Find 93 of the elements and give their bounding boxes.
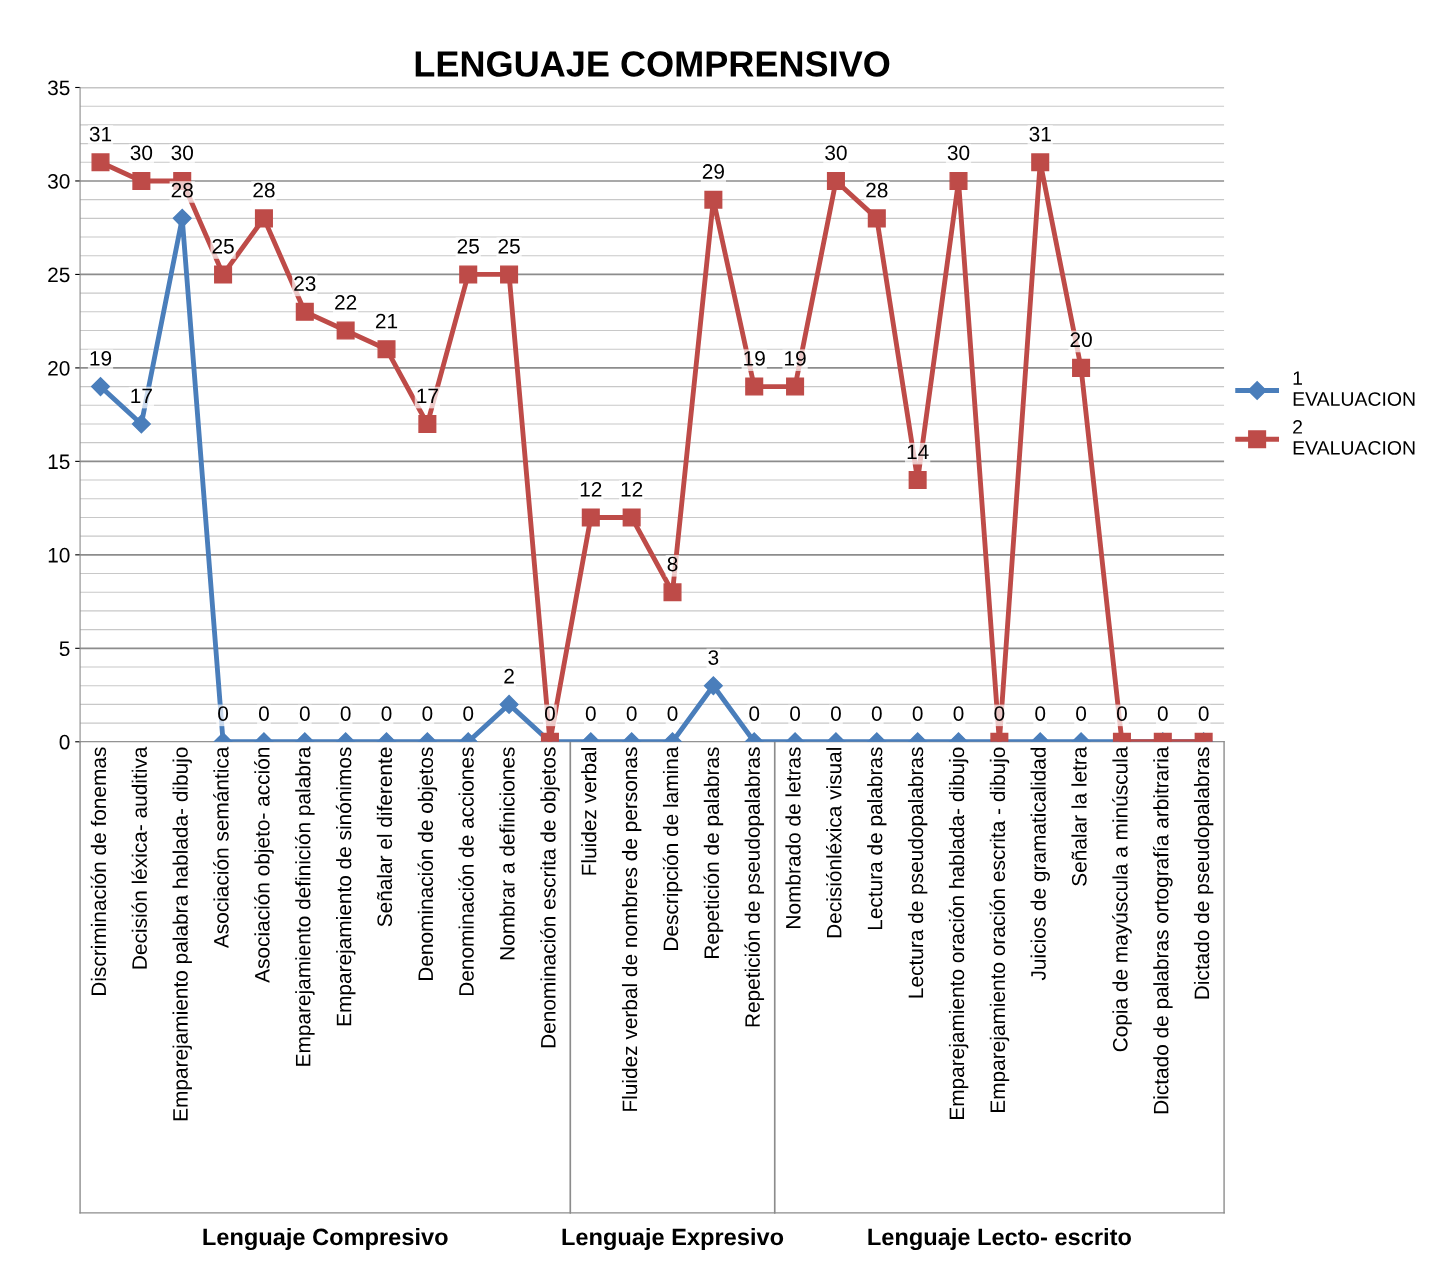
x-tick-label: Juicios de gramaticalidad [1030, 747, 1050, 981]
data-label: 0 [381, 706, 392, 721]
x-tick-label: Señalar el diferente [376, 747, 393, 927]
data-label: 12 [621, 481, 643, 497]
y-tick-label: 25 [48, 267, 70, 283]
x-tick-label: Emparejamiento definición palabra [294, 746, 315, 1066]
data-label: 28 [866, 182, 888, 198]
data-label: 30 [130, 145, 153, 161]
data-label: 0 [953, 706, 964, 721]
x-tick-label: Denominación de objetos [417, 747, 438, 981]
data-label: 30 [947, 145, 970, 161]
data-label: 0 [830, 706, 841, 721]
data-label: 25 [457, 238, 479, 254]
x-tick-label: Emparejamiento oración escrita - dibujo [989, 747, 1010, 1112]
data-label: 0 [626, 706, 637, 721]
data-label: 0 [912, 706, 923, 721]
data-label: 0 [1076, 706, 1087, 721]
x-tick-label: Señalar la letra [1071, 746, 1087, 886]
x-tick-label: Fluidez verbal de nombres de personas [621, 747, 642, 1111]
x-tick-label: Descripción de lamina [662, 746, 683, 950]
data-label: 0 [790, 706, 801, 721]
y-tick-label: 10 [48, 547, 70, 563]
x-tick-label: Nombrado de letras [785, 747, 801, 928]
data-label: 14 [907, 444, 929, 460]
data-label: 0 [258, 706, 269, 721]
x-tick-label: Nombrar a definiciones [499, 747, 515, 960]
legend-label: 2 EVALUACION [1293, 420, 1415, 455]
y-tick-label: 20 [48, 360, 70, 376]
data-label: 0 [1157, 706, 1168, 721]
data-label: 0 [667, 706, 678, 721]
data-label: 28 [253, 182, 275, 198]
data-label: 21 [375, 313, 398, 329]
x-tick-label: Denominación escrita de objetos [540, 747, 560, 1048]
text: Lenguaje Lecto- escrito [868, 1227, 1131, 1251]
data-label: 0 [1198, 706, 1209, 721]
x-tick-label: Lectura de pseudopalabras [907, 747, 928, 998]
data-label: 25 [212, 238, 234, 254]
x-tick-label: Copia de mayúscula a minúscula [1112, 746, 1132, 1052]
y-tick-label: 35 [47, 80, 70, 96]
data-label: 25 [498, 238, 520, 254]
x-tick-label: Denominación de acciones [458, 747, 474, 996]
x-tick-label: Discriminación de fonemas [90, 747, 107, 996]
x-tick-label: Lectura de palabras [867, 747, 887, 930]
x-tick-label: Repetición de pseudopalabras [744, 747, 765, 1027]
text: Lenguaje Expresivo [562, 1227, 784, 1251]
data-label: 31 [1029, 126, 1051, 142]
data-label: 30 [171, 145, 193, 161]
x-tick-label: Decisión léxica- auditiva [131, 746, 147, 969]
legend-label: 1 EVALUACION [1293, 371, 1415, 406]
y-tick-label: 5 [59, 641, 70, 657]
data-label: 0 [340, 706, 351, 721]
data-label: 30 [825, 145, 847, 161]
data-label: 0 [1035, 706, 1046, 721]
x-tick-label: Decisiónléxica visual [825, 748, 842, 938]
y-tick-label: 30 [47, 173, 70, 189]
data-label: 0 [544, 706, 555, 721]
data-label: 22 [335, 294, 357, 310]
data-label: 2 [504, 668, 514, 684]
x-tick-label: Emparejamiento oración hablada- dibujo [948, 747, 969, 1119]
x-tick-label: Emparejamiento palabra hablada- dibujo [172, 747, 192, 1121]
x-tick-label: Repetición de palabras [703, 747, 724, 959]
data-label: 23 [294, 276, 316, 292]
data-label: 0 [1116, 706, 1127, 721]
data-label: 0 [871, 706, 882, 721]
data-label: 0 [585, 706, 596, 721]
y-tick-label: 0 [59, 734, 70, 750]
x-tick-label: Dictado de palabras ortografía arbitraria [1152, 746, 1173, 1114]
data-label: 17 [417, 388, 438, 403]
data-label: 0 [463, 706, 474, 721]
data-label: 19 [744, 351, 765, 366]
data-label: 31 [89, 126, 112, 142]
data-label: 3 [708, 650, 719, 665]
data-label: 8 [667, 556, 678, 572]
data-label: 0 [299, 706, 310, 721]
x-tick-label: Fluidez verbal [581, 748, 597, 875]
data-label: 0 [994, 706, 1005, 721]
text: Lenguaje Compresivo [203, 1227, 448, 1251]
x-tick-label: Dictado de pseudopalabras [1193, 747, 1214, 999]
data-label: 29 [702, 164, 724, 179]
x-tick-label: Emparejamiento de sinónimos [335, 747, 356, 1026]
x-tick-label: Asociación semántica [213, 746, 229, 949]
chart-title: LENGUAJE COMPRENSIVO [415, 51, 890, 77]
data-label: 20 [1070, 332, 1092, 348]
data-label: 0 [218, 706, 229, 721]
data-label: 19 [785, 351, 806, 366]
data-label: 12 [580, 481, 602, 497]
data-label: 0 [749, 706, 760, 721]
data-label: 17 [131, 388, 152, 403]
x-tick-label: Asociación objeto- acción [254, 747, 274, 983]
data-label: 0 [422, 706, 433, 721]
y-tick-label: 15 [48, 454, 70, 470]
data-label: 19 [90, 351, 112, 366]
data-label: 28 [171, 182, 193, 198]
